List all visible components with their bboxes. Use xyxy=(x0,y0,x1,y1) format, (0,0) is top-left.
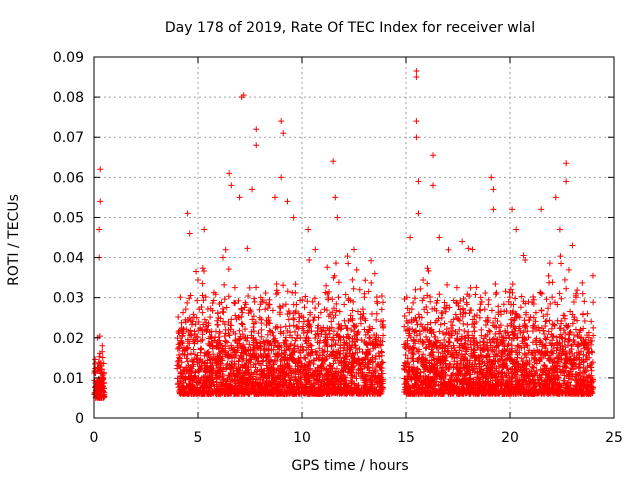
data-point xyxy=(295,318,302,325)
data-point xyxy=(187,292,194,299)
data-point xyxy=(315,333,322,340)
data-point xyxy=(225,266,232,273)
data-point xyxy=(96,353,103,360)
data-point xyxy=(98,387,105,394)
data-point xyxy=(100,388,107,395)
data-point xyxy=(221,333,228,340)
data-point xyxy=(188,350,195,357)
data-point xyxy=(96,366,103,373)
data-point xyxy=(379,370,386,377)
data-point xyxy=(92,356,99,363)
data-point xyxy=(239,321,246,328)
data-point xyxy=(93,388,100,395)
data-point xyxy=(255,330,262,337)
data-point xyxy=(195,318,202,325)
data-point xyxy=(91,368,98,375)
data-point xyxy=(236,327,243,334)
data-point xyxy=(351,328,358,335)
data-point xyxy=(175,314,182,321)
data-point xyxy=(285,316,292,323)
data-point xyxy=(193,268,200,275)
data-point xyxy=(207,314,214,321)
data-point xyxy=(220,318,227,325)
data-point xyxy=(96,380,103,387)
data-point xyxy=(373,316,380,323)
data-point xyxy=(200,297,207,304)
data-point xyxy=(282,337,289,344)
data-point xyxy=(174,335,181,342)
data-point xyxy=(99,354,106,361)
data-point xyxy=(362,277,369,284)
data-point xyxy=(280,282,287,289)
data-point xyxy=(312,335,319,342)
data-point xyxy=(349,307,356,314)
data-point xyxy=(378,365,385,372)
data-point xyxy=(220,309,227,316)
data-point xyxy=(91,377,98,384)
data-point xyxy=(297,297,304,304)
data-point xyxy=(321,306,328,313)
data-point xyxy=(232,312,239,319)
data-point xyxy=(328,324,335,331)
data-point xyxy=(312,305,319,312)
data-point xyxy=(241,304,248,311)
data-point xyxy=(356,286,363,293)
data-point xyxy=(368,257,375,264)
data-point xyxy=(336,308,343,315)
data-point xyxy=(378,306,385,313)
data-point xyxy=(378,293,385,300)
data-point xyxy=(293,376,300,383)
data-point xyxy=(221,296,228,303)
data-point xyxy=(100,393,107,400)
data-point xyxy=(92,391,99,398)
data-point xyxy=(99,375,106,382)
data-point xyxy=(359,348,366,355)
data-points xyxy=(91,68,597,401)
data-point xyxy=(95,394,102,401)
data-point xyxy=(186,332,193,339)
data-point xyxy=(263,299,270,306)
data-point xyxy=(324,264,331,271)
data-point xyxy=(191,351,198,358)
data-point xyxy=(368,372,375,379)
data-point xyxy=(258,333,265,340)
data-point xyxy=(311,295,318,302)
data-point xyxy=(330,328,337,335)
data-point xyxy=(100,360,107,367)
data-point xyxy=(373,298,380,305)
data-point xyxy=(312,246,319,253)
data-point xyxy=(98,384,105,391)
data-point xyxy=(266,320,273,327)
data-point xyxy=(264,305,271,312)
data-point xyxy=(290,315,297,322)
data-point xyxy=(99,348,106,355)
